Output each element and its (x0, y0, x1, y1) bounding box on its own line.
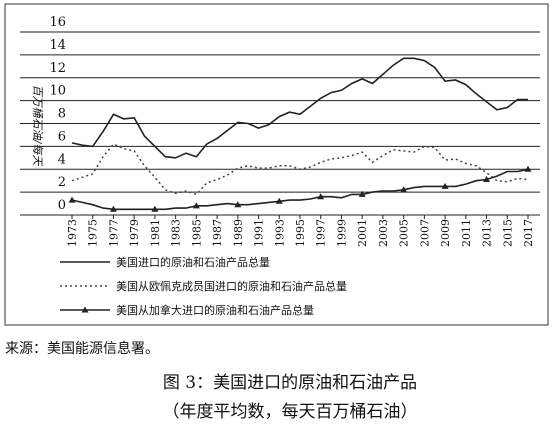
x-tick-label: 1985 (190, 219, 203, 247)
series-line (71, 143, 529, 196)
series-line (71, 57, 528, 159)
y-axis-label: 百万桶石油/每天 (31, 85, 44, 167)
x-tick-label: 1993 (273, 219, 286, 247)
x-tick-label: 1973 (66, 219, 79, 247)
y-tick-label: 4 (58, 152, 66, 167)
x-tick-label: 1979 (128, 219, 141, 247)
x-tick-label: 1999 (335, 219, 348, 247)
x-tick-label: 2009 (439, 219, 452, 247)
marker (109, 205, 117, 212)
y-tick-label: 10 (49, 84, 66, 99)
y-tick-label: 2 (58, 175, 66, 190)
source: 来源：美国能源信息署。 (5, 340, 159, 357)
legend-label: 美国进口的原油和石油产品总量 (116, 255, 270, 269)
x-tick-label: 2007 (418, 219, 431, 247)
y-tick-label: 6 (58, 129, 66, 144)
x-tick-label: 1991 (253, 219, 266, 247)
caption: 图 3：美国进口的原油和石油产品 (163, 373, 417, 393)
x-tick-label: 1981 (149, 219, 162, 247)
legend-label: 美国从加拿大进口的原油和石油产品总量 (116, 303, 314, 317)
x-tick-label: 2001 (356, 219, 369, 247)
x-tick-label: 1983 (170, 219, 183, 247)
x-tick-label: 2017 (522, 219, 535, 247)
x-tick-label: 1975 (87, 219, 100, 247)
marker (358, 190, 366, 197)
frame (4, 3, 549, 326)
x-tick-label: 2005 (398, 219, 411, 247)
marker (524, 165, 532, 172)
x-tick-label: 2011 (460, 219, 473, 247)
x-tick-label: 1987 (211, 219, 224, 247)
marker (400, 186, 408, 193)
marker (441, 182, 449, 189)
marker (483, 176, 491, 183)
y-tick-label: 0 (58, 198, 66, 213)
marker (317, 193, 325, 200)
x-tick-label: 1977 (107, 219, 120, 247)
marker (192, 202, 200, 209)
x-tick-label: 2015 (501, 219, 514, 247)
y-tick-label: 8 (58, 107, 66, 122)
x-tick-label: 2003 (377, 219, 390, 247)
marker (275, 197, 283, 204)
x-tick-label: 1995 (294, 219, 307, 247)
y-tick-label: 12 (49, 61, 66, 76)
marker (68, 196, 76, 203)
x-tick-label: 1989 (232, 219, 245, 247)
y-tick-label: 14 (49, 38, 66, 53)
x-tick-label: 2013 (481, 219, 494, 247)
legend-label: 美国从欧佩克成员国进口的原油和石油产品总量 (116, 279, 347, 293)
marker (151, 205, 159, 212)
caption-note: （年度平均数，每天百万桶石油） (163, 402, 418, 422)
x-tick-label: 1997 (315, 219, 328, 247)
legend-marker (81, 306, 89, 313)
marker (234, 201, 242, 208)
y-tick-label: 16 (49, 15, 66, 30)
series-line (71, 168, 529, 211)
